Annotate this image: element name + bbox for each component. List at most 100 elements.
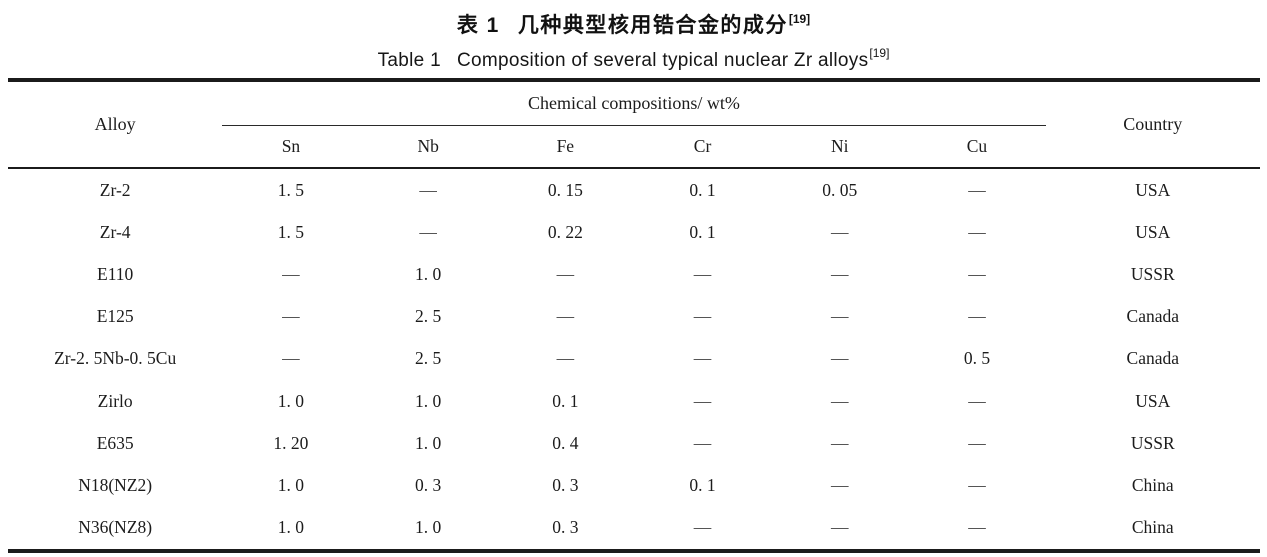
value-cell: —	[556, 306, 575, 327]
value-cell: 1. 5	[277, 221, 305, 242]
table-caption-zh-text: 几种典型核用锆合金的成分	[517, 14, 788, 37]
value-cell: —	[282, 348, 300, 369]
table-caption-en-label: Table 1	[377, 50, 441, 71]
column-header-fe: Fe	[556, 136, 575, 156]
country-cell: USSR	[1130, 263, 1175, 284]
value-cell: 1. 0	[277, 517, 305, 538]
alloy-name-cell: N36(NZ8)	[78, 517, 153, 538]
column-header-nb: Nb	[417, 136, 439, 156]
alloy-name-cell: Zr-2. 5Nb-0. 5Cu	[54, 348, 177, 369]
value-cell: —	[556, 348, 575, 369]
column-group-header: Chemical compositions/ wt%	[222, 80, 1046, 126]
value-cell: —	[968, 474, 986, 495]
value-cell: 1. 0	[415, 432, 442, 453]
value-cell: —	[830, 348, 849, 369]
table-caption-zh: 表 1 几种典型核用锆合金的成分[19]	[0, 4, 1267, 41]
table-row: E125 — 2. 5 — — — — Canada	[8, 296, 1260, 338]
table-row: Zirlo 1. 0 1. 0 0. 1 — — — USA	[8, 380, 1260, 422]
value-cell: —	[693, 306, 712, 327]
value-cell: 1. 0	[415, 263, 442, 284]
value-cell: 0. 15	[547, 179, 583, 200]
value-cell: —	[282, 263, 300, 284]
value-cell: 0. 3	[552, 517, 579, 538]
reference-superscript: [19]	[788, 12, 811, 26]
value-cell: 0. 3	[415, 474, 442, 495]
table-body: Zr-2 1. 5 — 0. 15 0. 1 0. 05 — USA Zr-4 …	[8, 168, 1260, 551]
country-cell: USA	[1135, 179, 1171, 200]
value-cell: 0. 5	[963, 348, 991, 369]
value-cell: —	[693, 348, 712, 369]
table-row: E635 1. 20 1. 0 0. 4 — — — USSR	[8, 422, 1260, 464]
value-cell: 0. 1	[689, 221, 716, 242]
value-cell: 1. 0	[277, 474, 305, 495]
column-header-sn: Sn	[281, 136, 301, 156]
column-header-ni: Ni	[830, 136, 849, 156]
value-cell: —	[830, 474, 849, 495]
value-cell: 1. 0	[415, 517, 442, 538]
value-cell: 0. 4	[552, 432, 579, 453]
value-cell: 0. 22	[547, 221, 583, 242]
alloy-name-cell: Zr-2	[99, 179, 131, 200]
alloy-name-cell: E125	[96, 306, 134, 327]
table-header: Alloy Chemical compositions/ wt% Country…	[8, 80, 1260, 168]
table-caption-zh-label: 表 1	[456, 14, 500, 37]
country-cell: USA	[1135, 390, 1171, 411]
table-row: N18(NZ2) 1. 0 0. 3 0. 3 0. 1 — — China	[8, 464, 1260, 506]
value-cell: 1. 0	[415, 390, 442, 411]
value-cell: 2. 5	[415, 348, 442, 369]
table-row: Zr-4 1. 5 — 0. 22 0. 1 — — USA	[8, 211, 1260, 253]
value-cell: —	[693, 390, 712, 411]
country-cell: USA	[1135, 221, 1171, 242]
value-cell: —	[968, 179, 986, 200]
value-cell: 0. 1	[689, 179, 716, 200]
value-cell: —	[419, 221, 437, 242]
value-cell: 1. 0	[277, 390, 305, 411]
alloy-name-cell: N18(NZ2)	[78, 474, 153, 495]
table-row: E110 — 1. 0 — — — — USSR	[8, 253, 1260, 295]
table-row: Zr-2. 5Nb-0. 5Cu — 2. 5 — — — 0. 5 Canad…	[8, 338, 1260, 380]
value-cell: —	[968, 390, 986, 411]
value-cell: —	[693, 263, 712, 284]
value-cell: —	[830, 221, 849, 242]
value-cell: —	[968, 221, 986, 242]
value-cell: —	[556, 263, 575, 284]
value-cell: 1. 20	[273, 432, 309, 453]
value-cell: —	[830, 263, 849, 284]
value-cell: —	[693, 517, 712, 538]
alloy-name-cell: E110	[97, 263, 134, 284]
table-caption-en-text: Composition of several typical nuclear Z…	[456, 50, 869, 71]
value-cell: —	[968, 306, 986, 327]
value-cell: —	[968, 432, 986, 453]
country-cell: China	[1131, 517, 1174, 538]
country-cell: USSR	[1130, 432, 1175, 453]
value-cell: —	[419, 179, 437, 200]
value-cell: —	[968, 263, 986, 284]
column-header-cu: Cu	[966, 136, 988, 156]
value-cell: —	[830, 432, 849, 453]
column-header-country: Country	[1123, 114, 1183, 134]
table-row: N36(NZ8) 1. 0 1. 0 0. 3 — — — China	[8, 507, 1260, 551]
value-cell: —	[830, 306, 849, 327]
value-cell: 0. 05	[822, 179, 858, 200]
table-row: Zr-2 1. 5 — 0. 15 0. 1 0. 05 — USA	[8, 168, 1260, 211]
column-header-alloy: Alloy	[94, 114, 136, 134]
value-cell: 0. 1	[552, 390, 579, 411]
alloy-name-cell: Zr-4	[99, 221, 131, 242]
value-cell: 2. 5	[415, 306, 442, 327]
value-cell: —	[282, 306, 300, 327]
country-cell: Canada	[1126, 348, 1180, 369]
composition-table: Alloy Chemical compositions/ wt% Country…	[8, 78, 1260, 553]
alloy-name-cell: Zirlo	[97, 390, 133, 411]
column-header-cr: Cr	[693, 136, 712, 156]
value-cell: —	[830, 517, 849, 538]
value-cell: 0. 3	[552, 474, 579, 495]
country-cell: China	[1131, 474, 1174, 495]
reference-superscript: [19]	[869, 46, 890, 60]
value-cell: —	[830, 390, 849, 411]
value-cell: —	[693, 432, 712, 453]
value-cell: 0. 1	[689, 474, 716, 495]
value-cell: —	[968, 517, 986, 538]
country-cell: Canada	[1126, 306, 1180, 327]
value-cell: 1. 5	[277, 179, 305, 200]
